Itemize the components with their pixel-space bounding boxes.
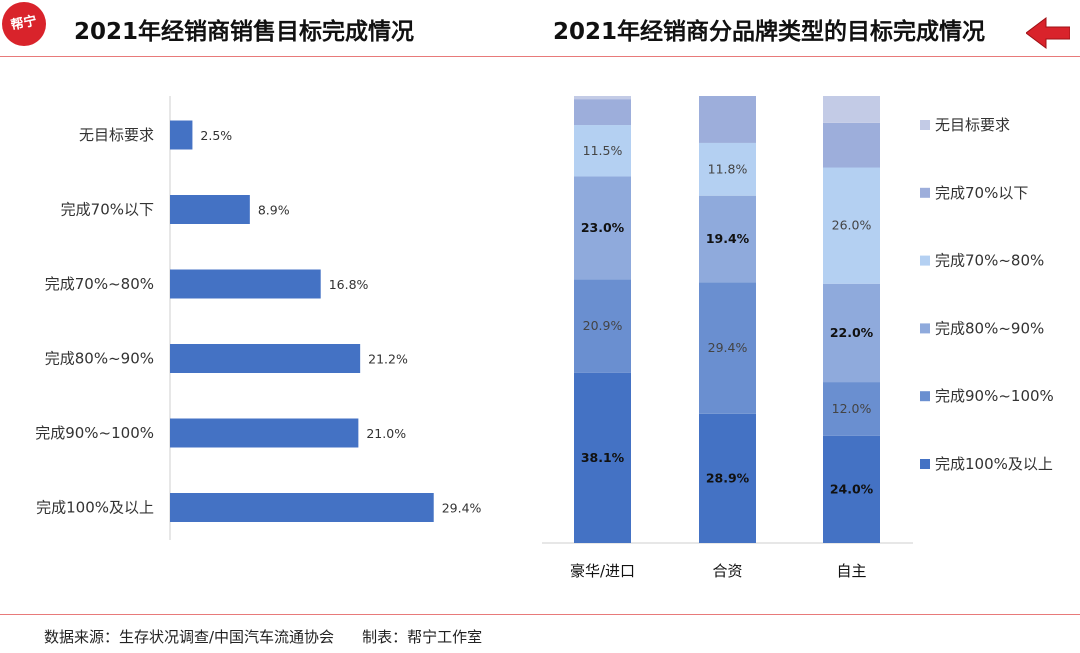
footer-source: 数据来源：生存状况调查/中国汽车流通协会 [44,628,335,646]
legend-swatch [920,187,930,198]
legend-label: 完成90%~100% [935,387,1054,405]
data-label: 11.8% [708,161,748,176]
data-label: 8.9% [258,203,290,218]
footer-made-by: 制表：帮宁工作室 [362,628,483,646]
stacked-bar-segment [699,413,756,543]
data-label: 28.9% [706,470,750,485]
category-label: 完成100%及以上 [36,499,154,517]
stacked-bar-segment [699,195,756,283]
stacked-bar-segment [574,99,631,126]
footer: 数据来源：生存状况调查/中国汽车流通协会 制表：帮宁工作室 [44,626,482,647]
stacked-bar-segment [823,435,880,543]
data-label: 29.4% [708,340,748,355]
stacked-bar-segment [699,142,756,196]
bar [170,269,321,299]
legend-label: 完成100%及以上 [935,455,1053,473]
data-label: 19.4% [706,231,750,246]
data-label: 38.1% [581,450,625,465]
left-bar-chart: 无目标要求 2.5% 完成70%以下 8.9% 完成70%~80% 16.8% 完成80%~… [35,96,482,540]
data-label: 24.0% [830,481,874,496]
legend-label: 完成80%~90% [935,319,1044,337]
legend-swatch [920,255,930,266]
data-label: 16.8% [329,277,369,292]
data-label: 22.0% [830,325,874,340]
stacked-bar-segment [699,282,756,414]
right-chart-title: 2021年经销商分品牌类型的目标完成情况 [553,19,986,45]
category-label: 完成70%~80% [45,275,154,293]
stacked-bar-segment [574,125,631,177]
category-label: 完成80%~90% [45,350,154,368]
bar [170,344,361,373]
right-stacked-chart: 38.1% 20.9% 23.0% 11.5% 豪华/进口 28.9% 29.4% 19.4%… [542,96,1054,580]
legend-label: 完成70%~80% [935,252,1044,270]
data-label: 29.4% [442,501,482,516]
data-label: 21.0% [366,426,406,441]
data-label: 2.5% [200,128,232,143]
legend-label: 无目标要求 [935,116,1010,134]
logo: 帮宁 [2,2,46,46]
stacked-bar-segment [823,167,880,284]
left-chart-title: 2021年经销商销售目标完成情况 [74,19,415,45]
category-label: 合资 [712,562,742,580]
bar [170,120,193,150]
footer-divider [0,614,1080,615]
bar [170,418,359,448]
stacked-bar-segment [823,122,880,168]
stacked-bar-segment [574,372,631,543]
legend-label: 完成70%以下 [935,184,1028,202]
data-label: 20.9% [583,318,623,333]
stacked-bar-segment [574,96,631,100]
category-label: 无目标要求 [79,126,154,144]
data-label: 26.0% [832,218,872,233]
stacked-bar-segment [823,382,880,436]
stacked-bar-segment [699,96,756,143]
bar [170,493,434,522]
data-label: 23.0% [581,220,625,235]
header-divider [0,56,1080,57]
stacked-bar-segment [574,176,631,280]
category-label: 豪华/进口 [570,562,635,580]
bar [170,195,250,224]
legend-swatch [920,391,930,402]
category-label: 完成90%~100% [35,424,154,442]
stacked-bar-segment [823,96,880,123]
category-label: 自主 [836,562,866,580]
data-label: 12.0% [832,401,872,416]
data-label: 11.5% [583,143,623,158]
category-label: 完成70%以下 [61,201,154,219]
legend-swatch [920,120,930,130]
stacked-bar-segment [823,283,880,383]
arrow-left-icon[interactable] [1026,16,1070,50]
data-label: 21.2% [368,352,408,367]
legend-swatch [920,459,930,469]
legend-swatch [920,323,930,334]
stacked-bar-segment [574,279,631,373]
